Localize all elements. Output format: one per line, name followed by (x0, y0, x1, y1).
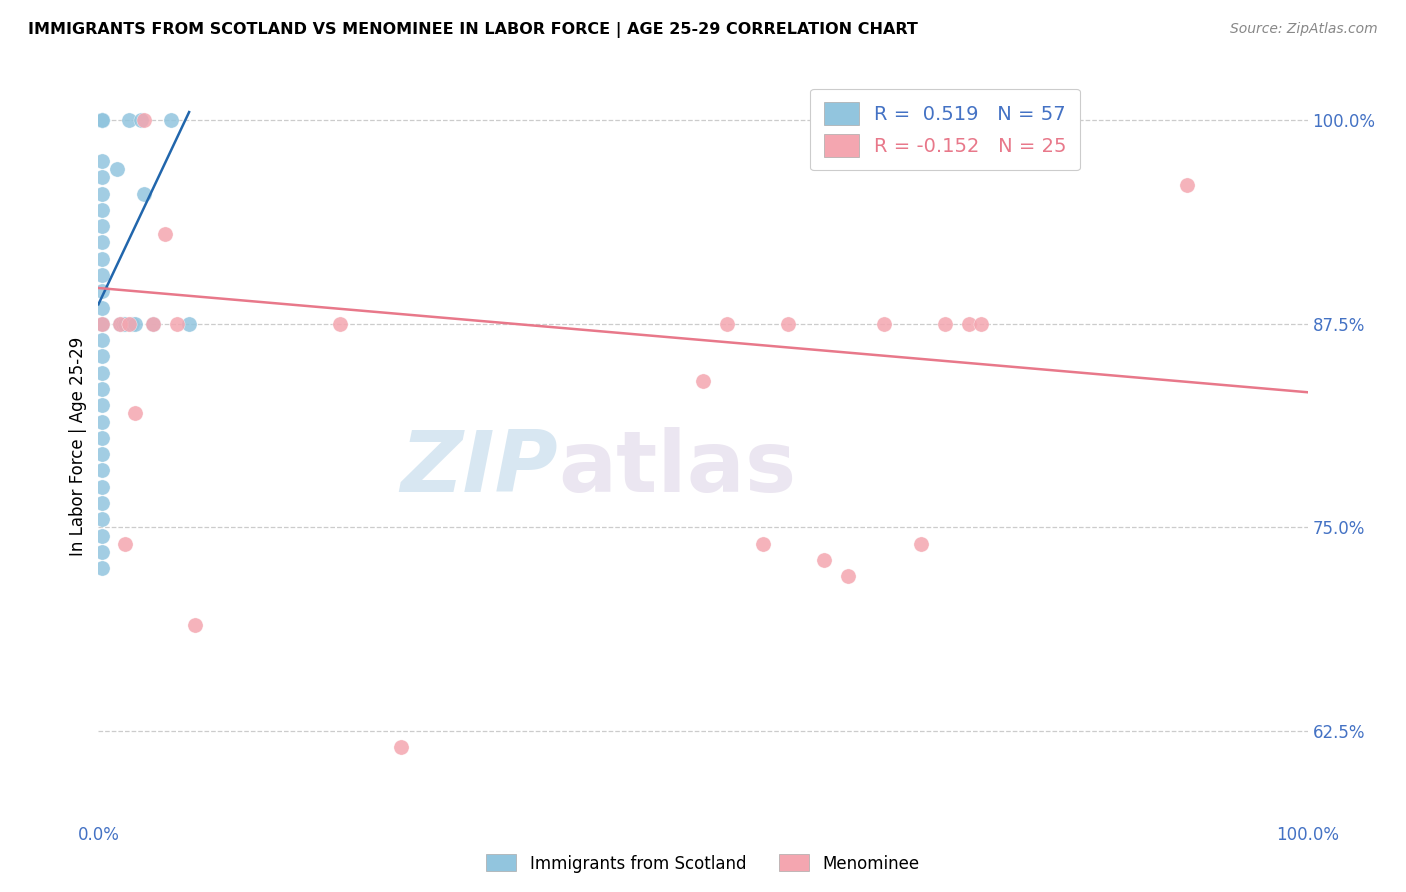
Text: Source: ZipAtlas.com: Source: ZipAtlas.com (1230, 22, 1378, 37)
Point (91, 317, 114, 331)
Point (91, 317, 114, 331)
Point (91, 301, 114, 315)
Point (91, 447, 114, 461)
Point (91, 113, 114, 128)
Point (329, 317, 352, 331)
Point (111, 317, 134, 331)
Point (142, 317, 165, 331)
Point (91, 113, 114, 128)
Point (91, 113, 114, 128)
Point (970, 317, 993, 331)
Point (91, 545, 114, 559)
Point (957, 317, 980, 331)
Point (91, 235, 114, 250)
Point (91, 463, 114, 477)
Point (108, 317, 131, 331)
Point (692, 374, 714, 388)
Point (873, 317, 896, 331)
Point (91, 268, 114, 282)
Point (118, 113, 141, 128)
Point (91, 528, 114, 542)
Point (91, 113, 114, 128)
Point (934, 317, 956, 331)
Point (91, 113, 114, 128)
Point (91, 512, 114, 526)
Point (91, 113, 114, 128)
Point (91, 202, 114, 217)
Point (114, 317, 136, 331)
Point (124, 406, 146, 420)
Point (716, 317, 738, 331)
Point (91, 170, 114, 185)
Point (91, 561, 114, 575)
Point (91, 113, 114, 128)
Point (91, 366, 114, 380)
Point (179, 317, 201, 331)
Point (142, 317, 165, 331)
Point (91, 113, 114, 128)
Point (91, 186, 114, 201)
Text: atlas: atlas (558, 427, 796, 510)
Point (91, 113, 114, 128)
Point (160, 113, 183, 128)
Legend: R =  0.519   N = 57, R = -0.152   N = 25: R = 0.519 N = 57, R = -0.152 N = 25 (810, 88, 1080, 170)
Point (153, 227, 176, 242)
Point (910, 537, 932, 551)
Point (105, 162, 128, 177)
Point (91, 333, 114, 347)
Point (837, 569, 859, 583)
Point (91, 113, 114, 128)
Point (91, 350, 114, 364)
Text: ZIP: ZIP (401, 427, 558, 510)
Point (91, 113, 114, 128)
Point (776, 317, 799, 331)
Point (91, 113, 114, 128)
Legend: Immigrants from Scotland, Menominee: Immigrants from Scotland, Menominee (479, 847, 927, 880)
Point (91, 113, 114, 128)
Point (124, 317, 146, 331)
Point (91, 431, 114, 445)
Point (91, 113, 114, 128)
Point (752, 537, 775, 551)
Point (91, 252, 114, 266)
Point (134, 113, 156, 128)
Point (389, 740, 412, 755)
Point (91, 113, 114, 128)
Point (184, 618, 207, 632)
Point (813, 553, 835, 567)
Y-axis label: In Labor Force | Age 25-29: In Labor Force | Age 25-29 (69, 336, 87, 556)
Point (1175, 178, 1198, 193)
Point (91, 113, 114, 128)
Point (91, 153, 114, 168)
Point (166, 317, 188, 331)
Point (91, 317, 114, 331)
Point (91, 382, 114, 396)
Point (91, 219, 114, 233)
Point (108, 317, 131, 331)
Point (91, 415, 114, 429)
Point (134, 186, 156, 201)
Point (1018, 113, 1040, 128)
Point (114, 537, 136, 551)
Point (129, 113, 152, 128)
Point (91, 285, 114, 299)
Point (121, 317, 143, 331)
Point (118, 317, 141, 331)
Point (91, 480, 114, 494)
Point (91, 113, 114, 128)
Point (91, 398, 114, 412)
Text: IMMIGRANTS FROM SCOTLAND VS MENOMINEE IN LABOR FORCE | AGE 25-29 CORRELATION CHA: IMMIGRANTS FROM SCOTLAND VS MENOMINEE IN… (28, 22, 918, 38)
Point (91, 113, 114, 128)
Point (91, 496, 114, 510)
